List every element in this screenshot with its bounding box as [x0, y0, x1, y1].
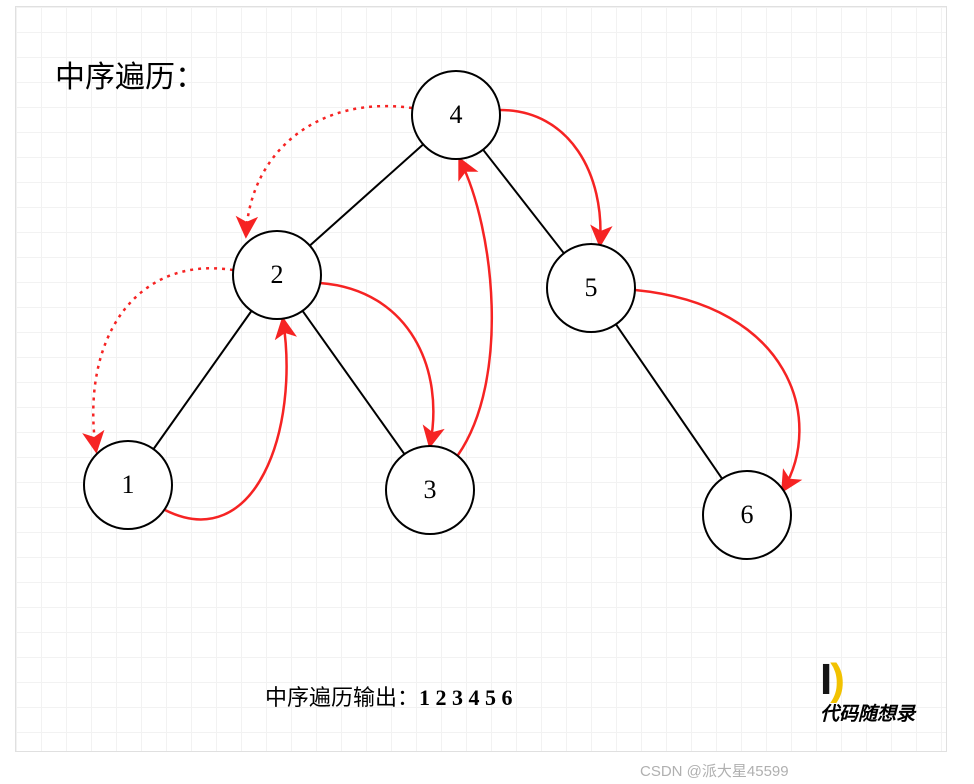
tree-node-label: 5	[585, 273, 598, 303]
output-sequence: 1 2 3 4 5 6	[419, 685, 513, 710]
diagram-title: 中序遍历：	[55, 52, 205, 96]
tree-node-label: 1	[122, 470, 135, 500]
source-logo: I) 代码随想录	[820, 655, 915, 726]
tree-node-label: 6	[741, 500, 754, 530]
logo-mark: I)	[820, 655, 915, 705]
csdn-watermark: CSDN @派大星45599	[640, 760, 789, 781]
tree-node-label: 4	[450, 100, 463, 130]
logo-caption: 代码随想录	[820, 699, 915, 726]
tree-node-label: 3	[424, 475, 437, 505]
output-text: 中序遍历输出：1 2 3 4 5 6	[265, 680, 513, 712]
tree-node-label: 2	[271, 260, 284, 290]
grid-background	[15, 6, 947, 752]
output-prefix: 中序遍历输出：	[265, 685, 419, 710]
